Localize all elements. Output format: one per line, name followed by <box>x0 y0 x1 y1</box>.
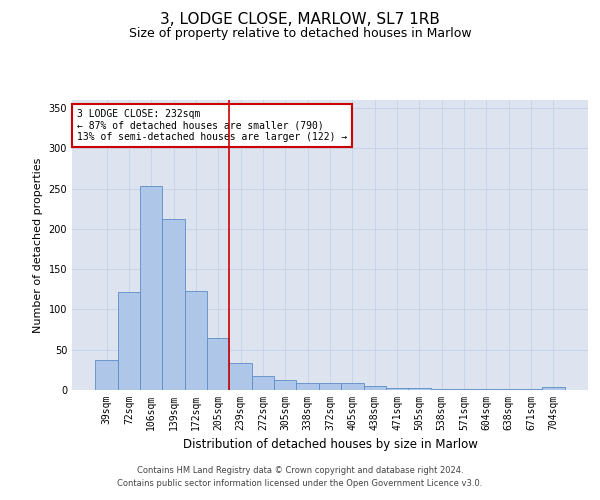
Bar <box>252 376 274 390</box>
Bar <box>341 383 364 390</box>
Y-axis label: Number of detached properties: Number of detached properties <box>33 158 43 332</box>
Text: Size of property relative to detached houses in Marlow: Size of property relative to detached ho… <box>128 28 472 40</box>
Bar <box>542 387 565 390</box>
Bar <box>229 364 252 390</box>
Bar <box>431 389 453 390</box>
Bar <box>453 389 475 390</box>
Bar <box>497 389 520 390</box>
Bar <box>140 186 163 390</box>
X-axis label: Distribution of detached houses by size in Marlow: Distribution of detached houses by size … <box>182 438 478 452</box>
Bar <box>386 388 408 390</box>
Bar <box>207 338 229 390</box>
Bar <box>319 383 341 390</box>
Bar <box>408 388 431 390</box>
Bar <box>274 380 296 390</box>
Bar <box>95 360 118 390</box>
Text: Contains HM Land Registry data © Crown copyright and database right 2024.
Contai: Contains HM Land Registry data © Crown c… <box>118 466 482 487</box>
Text: 3, LODGE CLOSE, MARLOW, SL7 1RB: 3, LODGE CLOSE, MARLOW, SL7 1RB <box>160 12 440 28</box>
Text: 3 LODGE CLOSE: 232sqm
← 87% of detached houses are smaller (790)
13% of semi-det: 3 LODGE CLOSE: 232sqm ← 87% of detached … <box>77 108 347 142</box>
Bar <box>118 292 140 390</box>
Bar <box>520 389 542 390</box>
Bar <box>296 383 319 390</box>
Bar <box>163 219 185 390</box>
Bar <box>364 386 386 390</box>
Bar <box>185 291 207 390</box>
Bar <box>475 389 497 390</box>
